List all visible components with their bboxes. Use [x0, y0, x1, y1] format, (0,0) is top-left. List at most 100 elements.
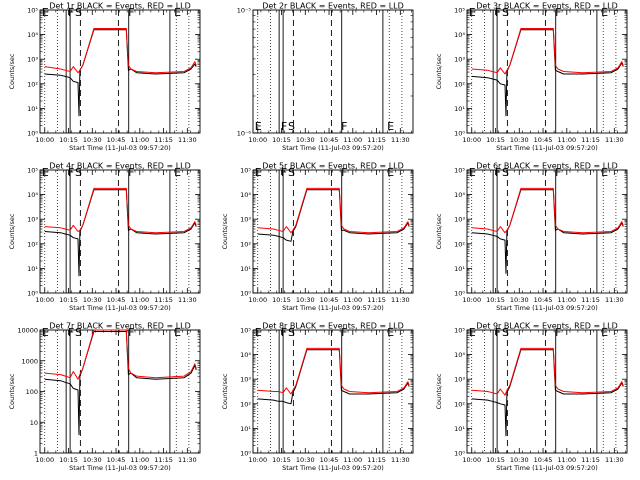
y-axis-label: Counts/sec [435, 373, 443, 409]
y-tick-label: 10⁴ [240, 351, 251, 359]
x-tick-label: 11:30 [391, 456, 410, 464]
y-tick-label: 10¹ [27, 105, 38, 113]
flag-label: S [288, 326, 295, 339]
y-tick-label: 10³ [454, 56, 465, 64]
flag-label: F [341, 326, 347, 339]
y-tick-label: 10⁰ [27, 290, 38, 298]
events-series-line [471, 29, 624, 117]
panel-title: Det 5r BLACK = Events, RED = LLD [262, 162, 404, 171]
x-tick-label: 10:30 [296, 136, 315, 144]
y-tick-label: 10⁻⁵ [237, 7, 252, 15]
panel-title: Det 4r BLACK = Events, RED = LLD [49, 162, 191, 171]
flag-label: F [495, 6, 501, 19]
x-tick-label: 10:00 [462, 456, 481, 464]
flag-label: E [469, 326, 476, 339]
events-series-line [44, 331, 197, 436]
x-tick-label: 10:15 [486, 456, 505, 464]
x-tick-label: 10:45 [107, 456, 126, 464]
x-tick-label: 10:30 [510, 456, 529, 464]
y-axis-label: Counts/sec [435, 53, 443, 89]
x-tick-label: 10:45 [534, 296, 553, 304]
y-tick-label: 10⁰ [454, 290, 465, 298]
panel-title: Det 2r BLACK = Events, RED = LLD [262, 2, 404, 11]
y-axis-label: Counts/sec [435, 213, 443, 249]
y-tick-label: 10⁴ [27, 31, 38, 39]
flag-label: E [174, 166, 181, 179]
x-tick-label: 10:30 [83, 296, 102, 304]
lld-series-line [44, 329, 197, 380]
x-tick-label: 10:00 [248, 296, 267, 304]
x-tick-label: 10:30 [510, 136, 529, 144]
y-tick-label: 10¹ [240, 425, 251, 433]
flag-label: F [68, 166, 74, 179]
x-tick-label: 10:45 [320, 296, 339, 304]
events-series-line [44, 29, 197, 117]
flag-label: S [502, 166, 509, 179]
x-tick-label: 10:00 [35, 296, 54, 304]
x-tick-label: 11:15 [581, 296, 600, 304]
y-tick-label: 10⁴ [27, 191, 38, 199]
panel-title: Det 8r BLACK = Events, RED = LLD [262, 322, 404, 331]
plot-frame [466, 169, 628, 294]
panel-title: Det 1r BLACK = Events, RED = LLD [49, 2, 191, 11]
plot-frame [466, 329, 628, 454]
x-tick-label: 11:00 [343, 296, 362, 304]
y-tick-label: 10³ [454, 376, 465, 384]
y-axis-label: Counts/sec [8, 53, 16, 89]
y-tick-label: 10¹ [27, 265, 38, 273]
flag-label: E [469, 6, 476, 19]
y-tick-label: 10¹ [454, 105, 465, 113]
lld-series-line [257, 347, 410, 395]
x-tick-label: 10:45 [534, 136, 553, 144]
flag-label: E [387, 326, 394, 339]
x-tick-label: 11:15 [367, 136, 386, 144]
x-tick-label: 11:00 [557, 136, 576, 144]
y-tick-label: 10¹ [454, 425, 465, 433]
plot-frame [252, 329, 414, 454]
flag-label: F [281, 166, 287, 179]
flag-label: E [255, 120, 262, 133]
plot-frame [252, 169, 414, 294]
x-tick-label: 11:30 [391, 136, 410, 144]
plot-frame [39, 169, 201, 294]
x-tick-label: 10:30 [296, 296, 315, 304]
x-tick-label: 11:00 [130, 136, 149, 144]
lld-series-line [44, 28, 197, 74]
flag-label: F [281, 326, 287, 339]
flag-label: E [601, 6, 608, 19]
lld-series-line [257, 187, 410, 234]
flag-label: E [174, 326, 181, 339]
flag-label: S [75, 6, 82, 19]
x-tick-label: 11:15 [154, 296, 173, 304]
y-tick-label: 10³ [27, 56, 38, 64]
x-tick-label: 11:00 [557, 456, 576, 464]
y-axis-label: Counts/sec [8, 373, 16, 409]
y-tick-label: 10⁻⁶ [237, 130, 252, 138]
x-tick-label: 10:00 [35, 456, 54, 464]
y-tick-label: 10² [240, 400, 251, 408]
flag-label: S [288, 120, 295, 133]
panel-title: Det 7r BLACK = Events, RED = LLD [49, 322, 191, 331]
flag-label: F [495, 166, 501, 179]
flag-label: E [601, 166, 608, 179]
y-tick-label: 10³ [240, 216, 251, 224]
x-tick-label: 10:45 [320, 456, 339, 464]
y-tick-label: 10⁴ [240, 191, 251, 199]
y-tick-label: 10⁰ [454, 130, 465, 138]
panel-title: Det 3r BLACK = Events, RED = LLD [476, 2, 618, 11]
y-tick-label: 10⁰ [240, 450, 251, 458]
flag-label: E [42, 6, 49, 19]
y-tick-label: 10¹ [454, 265, 465, 273]
x-tick-label: 10:15 [272, 136, 291, 144]
x-tick-label: 10:00 [462, 136, 481, 144]
y-tick-label: 10 [30, 419, 38, 427]
y-tick-label: 10⁵ [454, 167, 465, 175]
flag-label: S [75, 326, 82, 339]
y-tick-label: 10⁵ [27, 167, 38, 175]
